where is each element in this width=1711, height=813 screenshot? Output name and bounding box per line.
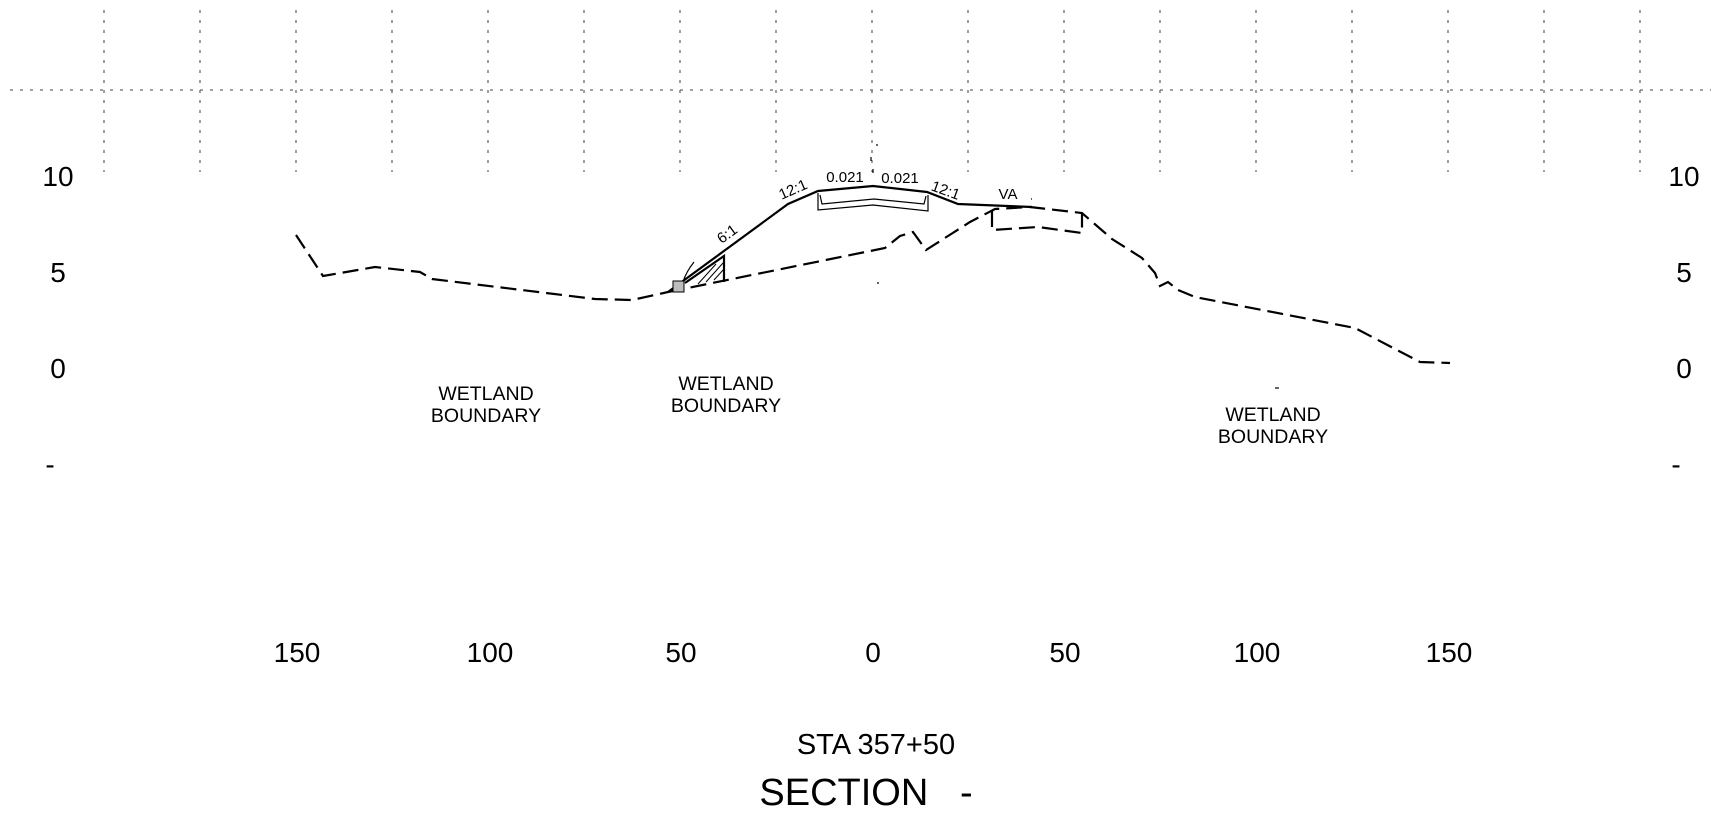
va-label: VA: [999, 186, 1018, 203]
elevation-label: 5: [1676, 257, 1692, 288]
right-elevation-labels: 10 5 0 -: [1668, 161, 1699, 480]
right-lane-slope-label: 0.021: [881, 170, 919, 187]
note-line: BOUNDARY: [431, 405, 541, 427]
station-label: STA 357+50: [797, 729, 955, 761]
offset-label: 150: [274, 637, 321, 668]
wetland-note-left: WETLAND BOUNDARY: [431, 383, 541, 427]
proposed-roadway-profile: [667, 184, 1033, 293]
elevation-label: 10: [1668, 161, 1699, 192]
note-line: WETLAND: [438, 383, 533, 405]
existing-ground-mid: [667, 205, 1451, 365]
hatch-line: [697, 263, 717, 285]
offset-labels: 150 100 50 0 50 100 150: [274, 637, 1473, 668]
left-shoulder-slope-label: 12:1: [776, 176, 810, 203]
elevation-label: 5: [50, 257, 66, 288]
clearing-line: [682, 261, 695, 283]
centerline-marks: [870, 144, 1279, 389]
hatch-line: [713, 268, 725, 281]
hatched-fill-area: [697, 262, 725, 285]
hatch-line: [705, 262, 724, 283]
offset-label: 50: [1049, 637, 1080, 668]
toe-marker: [672, 280, 685, 293]
offset-label: 150: [1426, 637, 1473, 668]
elevation-label: -: [1671, 449, 1680, 480]
offset-label: 50: [665, 637, 696, 668]
note-line: WETLAND: [1225, 404, 1320, 426]
wetland-note-mid: WETLAND BOUNDARY: [671, 373, 781, 417]
note-line: WETLAND: [678, 373, 773, 395]
left-lane-slope-label: 0.021: [826, 169, 864, 186]
fill-slope-label: 6:1: [714, 221, 741, 247]
pavement-box: [817, 193, 929, 212]
section-title: SECTION -: [759, 772, 972, 813]
grid: [10, 10, 1711, 172]
elevation-label: 10: [42, 161, 73, 192]
existing-ground-left: [295, 234, 669, 302]
fill-slope-extension: [684, 253, 726, 284]
left-elevation-labels: 10 5 0 -: [42, 161, 73, 480]
offset-label: 0: [865, 637, 881, 668]
elevation-label: 0: [1676, 353, 1692, 384]
right-structure-outline: [990, 211, 1084, 235]
note-line: BOUNDARY: [671, 395, 781, 417]
offset-label: 100: [467, 637, 514, 668]
note-line: BOUNDARY: [1218, 426, 1328, 448]
wetland-note-right: WETLAND BOUNDARY: [1218, 404, 1328, 448]
elevation-label: 0: [50, 353, 66, 384]
offset-label: 100: [1234, 637, 1281, 668]
elevation-label: -: [45, 449, 54, 480]
